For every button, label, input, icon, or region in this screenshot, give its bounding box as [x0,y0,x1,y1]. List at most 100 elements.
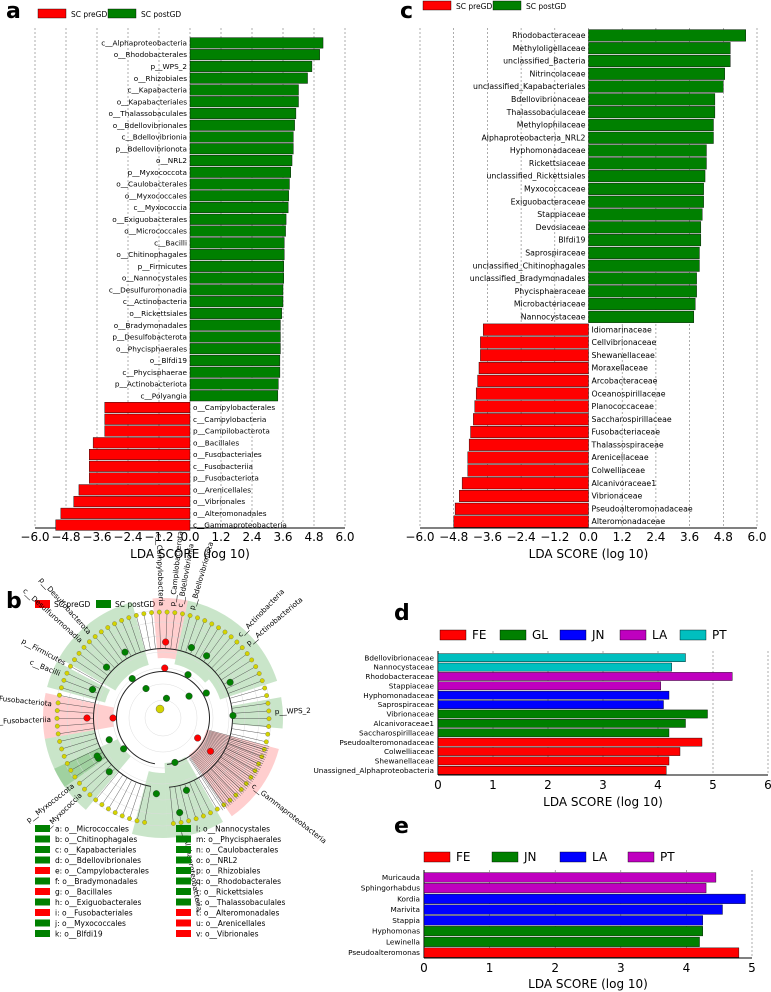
x-axis-title: LDA SCORE (log 10) [529,547,649,561]
legend-swatch-post [96,600,111,608]
legend-swatch [499,629,527,641]
bar [588,80,724,93]
branch [200,748,249,788]
legend-swatch [619,629,647,641]
bar-label: Pseudoalteromonadaceae [592,504,693,513]
bar-label: c__Fusobacteriia [193,462,253,471]
bar-label: Bdellovibrionaceae [364,653,434,662]
x-tick-label: 3 [599,778,607,792]
leaf-node [57,692,62,698]
branch [122,782,137,816]
bar [437,737,703,747]
bar [60,507,191,519]
bar [423,872,717,883]
leaf-node [68,768,74,773]
leaf-node [243,781,249,786]
bar-label: c__Campylobacteria [193,415,266,424]
leaf-node [266,716,272,722]
x-tick-label: −4.8 [439,530,468,544]
bar-label: o__Rickettsiales [129,309,187,318]
branch [232,703,268,709]
key-swatch [35,930,50,937]
x-tick-label: 4.8 [304,530,323,544]
bar [482,323,589,336]
lda-chart-e: FE JN LA PT 0 1 2 3 4 5 LDA SCORE (log 10) Muricaud… [348,850,756,991]
bar [189,107,297,119]
bar-label: Alteromonadaceae [592,517,666,526]
bar [480,349,589,362]
legend-label: LA [652,628,668,642]
branch [217,761,247,784]
branch [89,641,115,668]
branch [199,748,248,790]
bar-label: Phycisphaeraceae [515,287,586,296]
leaf-node [209,621,215,627]
bar [189,237,285,249]
x-axis-title: LDA SCORE (log 10) [130,547,250,561]
x-tick-label: 4.8 [714,530,733,544]
significant-node [194,734,202,742]
significant-node [185,692,193,700]
clade-highlight [152,598,188,660]
bar-label: c__Actinobacteria [123,297,187,306]
leaf-node [127,816,132,821]
clade-highlight [44,730,106,787]
bar [437,719,686,728]
significant-node [229,712,237,720]
clade-label: p__WPS_2 [275,706,311,716]
bar [461,477,589,490]
bar-label: unclassified_Rickettsiales [486,172,585,181]
bar-label: o__Alteromonadales [193,509,267,518]
legend-swatch [627,851,655,863]
bar-label: Arenicellaceae [592,453,649,462]
key-swatch [176,919,191,927]
bar-label: Shewanellaceae [375,757,435,766]
bar-label: o__Chitinophagales [116,250,187,259]
panel-label-c: c [400,0,413,24]
branch [198,749,246,791]
bar [89,460,191,472]
bar-label: o__Rhodobacterales [114,50,187,59]
bar [588,221,702,234]
significant-node [207,747,215,755]
key-swatch [35,877,50,885]
branch [195,623,212,656]
bar [467,464,589,477]
leaf-node [77,780,82,786]
x-tick-label: 3.6 [273,530,292,544]
bar-label: o__Micrococcales [124,227,187,236]
legend-swatch [679,629,707,641]
bar-label: p__Desulfobacterota [112,333,187,342]
branch [189,757,225,810]
bar [588,157,707,170]
x-tick-label: 1 [486,961,494,975]
bar-label: Saprospiraceae [525,249,586,258]
key-label: f: o__Bradymonadales [55,877,138,886]
branch [232,728,268,735]
bar [588,298,696,311]
bar [189,119,295,131]
branch [196,752,240,798]
bar [189,84,299,96]
leaf-node [228,634,234,640]
bar [189,343,281,355]
bar-label: Myxococcaceae [524,185,586,194]
bar-label: o__Nannocystales [122,274,187,283]
bar [470,426,589,439]
bar [189,284,284,296]
bar-label: p__WPS_2 [151,62,187,71]
key-swatch [35,825,50,832]
bar [189,260,284,272]
bar [437,681,661,691]
branch [179,785,189,821]
panel-label-e: e [394,814,409,839]
bar [588,131,714,144]
key-swatch [35,846,50,853]
leaf-node [256,671,262,676]
branch [67,747,100,764]
leaf-node [68,663,73,669]
legend-swatch [439,629,467,641]
significant-node [83,714,91,722]
leaf-node [266,708,272,714]
bar [588,182,704,195]
